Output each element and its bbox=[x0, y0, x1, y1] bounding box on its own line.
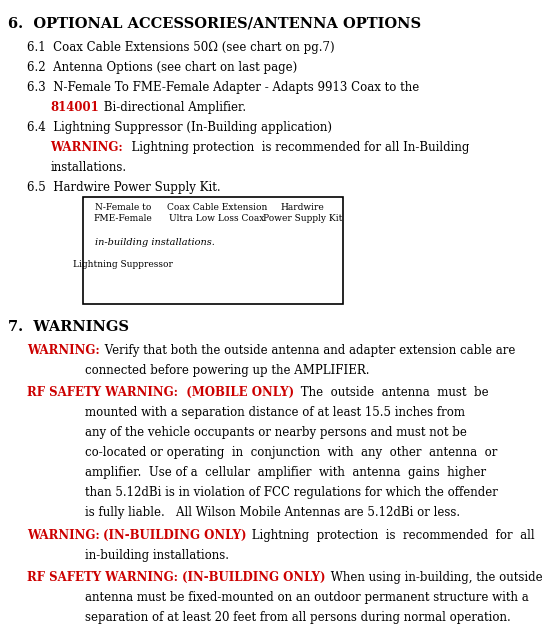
FancyBboxPatch shape bbox=[82, 198, 343, 304]
Text: 6.5  Hardwire Power Supply Kit.: 6.5 Hardwire Power Supply Kit. bbox=[27, 181, 221, 194]
Text: installations.: installations. bbox=[51, 161, 126, 174]
Text: separation of at least 20 feet from all persons during normal operation.: separation of at least 20 feet from all … bbox=[84, 611, 511, 624]
Text: 6.3  N-Female To FME-Female Adapter - Adapts 9913 Coax to the: 6.3 N-Female To FME-Female Adapter - Ada… bbox=[27, 81, 419, 94]
Text: 6.4  Lightning Suppressor (In-Building application): 6.4 Lightning Suppressor (In-Building ap… bbox=[27, 121, 332, 134]
Text: amplifier.  Use of a  cellular  amplifier  with  antenna  gains  higher: amplifier. Use of a cellular amplifier w… bbox=[84, 466, 486, 479]
Text: N-Female to
FME-Female: N-Female to FME-Female bbox=[94, 203, 153, 224]
Text: 6.2  Antenna Options (see chart on last page): 6.2 Antenna Options (see chart on last p… bbox=[27, 61, 297, 74]
Text: co-located or operating  in  conjunction  with  any  other  antenna  or: co-located or operating in conjunction w… bbox=[84, 446, 497, 459]
Text: in-building installations.: in-building installations. bbox=[84, 549, 229, 562]
Text: (IN-BUILDING ONLY): (IN-BUILDING ONLY) bbox=[102, 529, 246, 541]
Text: any of the vehicle occupants or nearby persons and must not be: any of the vehicle occupants or nearby p… bbox=[84, 426, 467, 439]
Text: RF SAFETY WARNING:: RF SAFETY WARNING: bbox=[27, 571, 178, 584]
Text: (IN-BUILDING ONLY): (IN-BUILDING ONLY) bbox=[182, 571, 325, 584]
Text: than 5.12dBi is in violation of FCC regulations for which the offender: than 5.12dBi is in violation of FCC regu… bbox=[84, 486, 498, 499]
Text: Hardwire
Power Supply Kit: Hardwire Power Supply Kit bbox=[263, 203, 342, 224]
Text: mounted with a separation distance of at least 15.5 inches from: mounted with a separation distance of at… bbox=[84, 406, 465, 419]
Text: is fully liable.   All Wilson Mobile Antennas are 5.12dBi or less.: is fully liable. All Wilson Mobile Anten… bbox=[84, 506, 460, 519]
Text: Lightning Suppressor: Lightning Suppressor bbox=[73, 259, 173, 269]
Text: 7.  WARNINGS: 7. WARNINGS bbox=[8, 320, 129, 334]
Text: Lightning  protection  is  recommended  for  all: Lightning protection is recommended for … bbox=[248, 529, 535, 541]
Text: RF SAFETY WARNING:  (MOBILE ONLY): RF SAFETY WARNING: (MOBILE ONLY) bbox=[27, 386, 294, 399]
Text: 814001: 814001 bbox=[51, 101, 99, 114]
Text: Verify that both the outside antenna and adapter extension cable are: Verify that both the outside antenna and… bbox=[101, 344, 515, 357]
Text: connected before powering up the AMPLIFIER.: connected before powering up the AMPLIFI… bbox=[84, 364, 369, 377]
Text: 6.1  Coax Cable Extensions 50Ω (see chart on pg.7): 6.1 Coax Cable Extensions 50Ω (see chart… bbox=[27, 41, 335, 54]
Text: 6.  OPTIONAL ACCESSORIES/ANTENNA OPTIONS: 6. OPTIONAL ACCESSORIES/ANTENNA OPTIONS bbox=[8, 17, 421, 31]
Text: antenna must be fixed-mounted on an outdoor permanent structure with a: antenna must be fixed-mounted on an outd… bbox=[84, 591, 529, 604]
Text: When using in-building, the outside: When using in-building, the outside bbox=[327, 571, 542, 584]
Text: WARNING:: WARNING: bbox=[27, 529, 100, 541]
Text: WARNING:: WARNING: bbox=[51, 141, 123, 154]
Text: in-building installations.: in-building installations. bbox=[95, 238, 215, 248]
Text: Lightning protection  is recommended for all In-Building: Lightning protection is recommended for … bbox=[124, 141, 469, 154]
Text: Bi-directional Amplifier.: Bi-directional Amplifier. bbox=[100, 101, 246, 114]
Text: WARNING:: WARNING: bbox=[27, 344, 100, 357]
Text: The  outside  antenna  must  be: The outside antenna must be bbox=[297, 386, 489, 399]
Text: Coax Cable Extension
Ultra Low Loss Coax: Coax Cable Extension Ultra Low Loss Coax bbox=[167, 203, 267, 224]
